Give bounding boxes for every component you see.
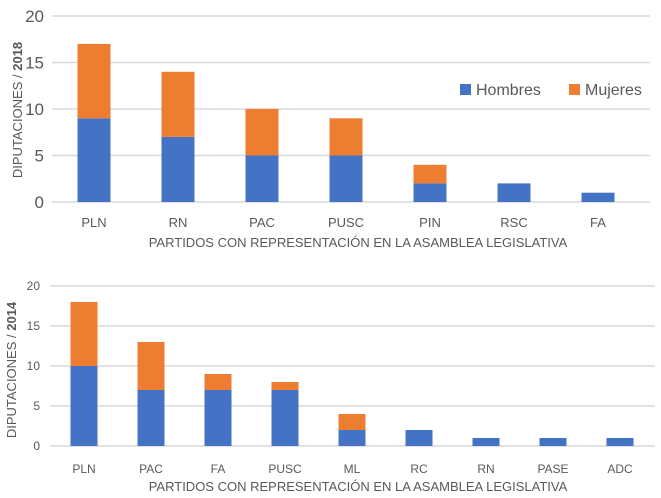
bar-hombres-pln [77, 118, 111, 202]
y-tick-label: 20 [27, 279, 41, 293]
bar-hombres-fa [581, 192, 615, 202]
bar-mujeres-pin [413, 164, 447, 184]
bar-mujeres-pusc [271, 382, 299, 390]
x-axis-label: PARTIDOS CON REPRESENTACIÓN EN LA ASAMBL… [149, 479, 568, 493]
y-tick-label: 5 [35, 146, 44, 165]
x-tick-label: PAC [249, 215, 275, 230]
bar-hombres-fa [204, 390, 232, 446]
legend-label-mujeres: Mujeres [585, 82, 642, 99]
x-tick-label: PLN [72, 462, 95, 476]
x-tick-label: PIN [419, 215, 441, 230]
x-tick-label: PASE [537, 462, 568, 476]
y-tick-label: 15 [27, 319, 41, 333]
legend-swatch-hombres [460, 84, 471, 95]
bar-hombres-ml [338, 430, 366, 446]
bar-hombres-pac [245, 155, 279, 202]
x-tick-label: PUSC [328, 215, 364, 230]
bar-mujeres-fa [204, 374, 232, 390]
y-tick-label: 10 [25, 100, 44, 119]
bar-hombres-pusc [271, 390, 299, 446]
bar-mujeres-rn [161, 71, 195, 137]
y-tick-label: 15 [25, 53, 44, 72]
legend-swatch-mujeres [569, 84, 580, 95]
chart-2014: 0 5 10 15 20 PLN PAC FA PUSC ML RC RN PASE ADC PARTIDO… [4, 279, 655, 494]
y-tick-label: 5 [33, 399, 40, 413]
x-tick-label: PUSC [268, 462, 302, 476]
bar-mujeres-pln [70, 302, 98, 366]
bar-mujeres-pac [245, 109, 279, 156]
bar-hombres-rn [161, 136, 195, 202]
x-tick-label: ML [344, 462, 361, 476]
y-tick-label: 20 [25, 7, 44, 26]
x-tick-label: ADC [607, 462, 633, 476]
bar-hombres-pin [413, 183, 447, 202]
x-tick-label: RC [410, 462, 428, 476]
bar-mujeres-ml [338, 414, 366, 430]
x-tick-label: RSC [500, 215, 527, 230]
x-tick-label: PAC [139, 462, 163, 476]
bar-hombres-pln [70, 366, 98, 446]
x-tick-label: FA [590, 215, 606, 230]
y-axis-label: DIPUTACIONES / 2014 [4, 301, 19, 438]
bar-hombres-rc [405, 430, 433, 446]
x-axis-label: PARTIDOS CON REPRESENTACIÓN EN LA ASAMBL… [149, 235, 568, 250]
bar-hombres-adc [606, 438, 634, 446]
bar-mujeres-pln [77, 43, 111, 119]
bar-mujeres-pac [137, 342, 165, 390]
y-tick-label: 0 [35, 193, 44, 212]
bar-hombres-pase [539, 438, 567, 446]
bar-hombres-rn [472, 438, 500, 446]
x-tick-label: FA [211, 462, 226, 476]
bar-mujeres-pusc [329, 118, 363, 156]
y-tick-label: 10 [27, 359, 41, 373]
bar-hombres-pac [137, 390, 165, 446]
chart-2018: 0 5 10 15 20 PLN RN PAC PUSC PIN RSC FA PARTIDOS CON… [10, 7, 650, 250]
x-tick-label: RN [169, 215, 188, 230]
legend-label-hombres: Hombres [476, 82, 541, 99]
x-tick-label: PLN [81, 215, 106, 230]
bar-hombres-rsc [497, 183, 531, 202]
bar-hombres-pusc [329, 155, 363, 202]
y-tick-label: 0 [33, 439, 40, 453]
y-axis-label: DIPUTACIONES / 2018 [10, 42, 25, 178]
x-tick-label: RN [477, 462, 494, 476]
